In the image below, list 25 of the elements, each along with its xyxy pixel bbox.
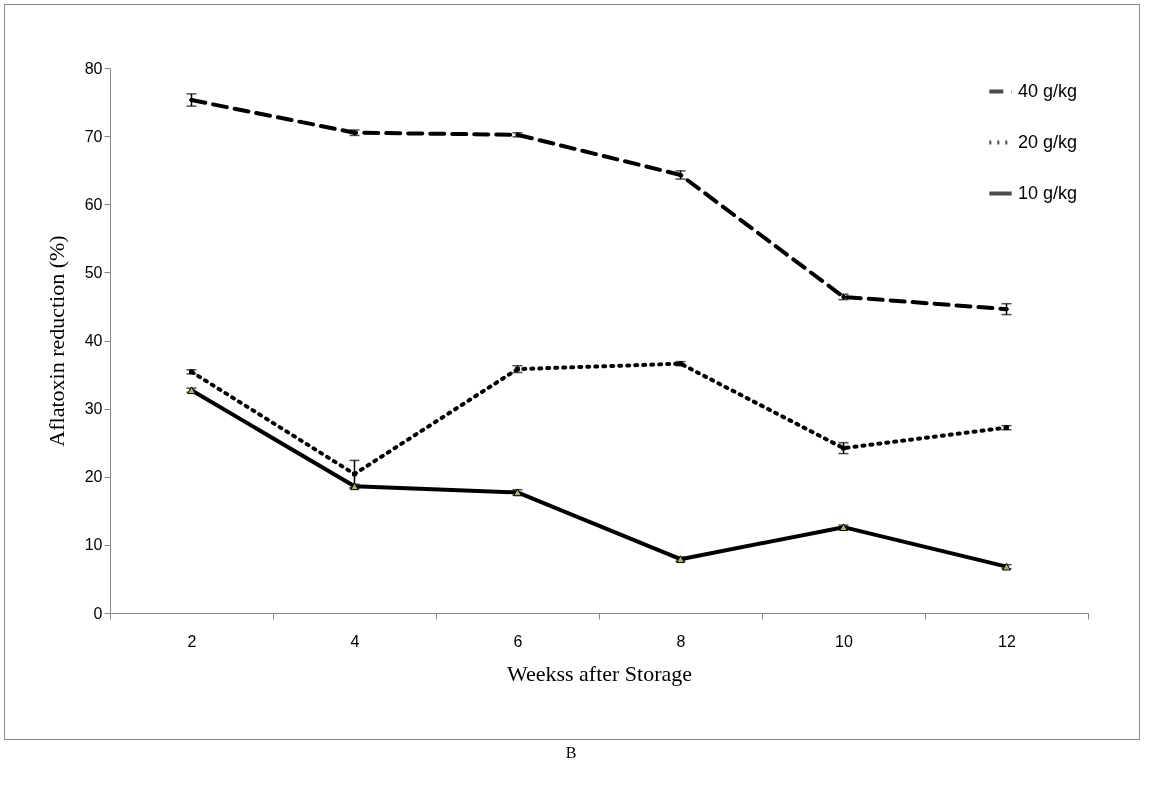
x-tick-label: 2 bbox=[187, 632, 197, 650]
y-axis-title: Aflatoxin reduction (%) bbox=[43, 235, 69, 447]
y-tick-label: 40 bbox=[84, 332, 103, 349]
point bbox=[352, 471, 357, 477]
y-tick-label: 10 bbox=[84, 536, 103, 554]
y-tick-label: 0 bbox=[93, 604, 103, 622]
y-tick-label: 30 bbox=[84, 400, 103, 418]
point bbox=[1004, 306, 1009, 312]
legend-label: 40 g/kg bbox=[1018, 80, 1078, 101]
point bbox=[189, 97, 194, 103]
x-tick-label: 8 bbox=[676, 632, 686, 650]
x-axis-title: Weekss after Storage bbox=[506, 660, 693, 686]
x-tick-label: 12 bbox=[998, 632, 1016, 650]
x-tick-label: 10 bbox=[835, 632, 853, 650]
x-tick-label: 6 bbox=[513, 632, 523, 650]
legend-label: 20 g/kg bbox=[1018, 131, 1078, 152]
y-tick-label: 60 bbox=[84, 195, 103, 213]
y-tick-label: 50 bbox=[84, 263, 103, 281]
y-tick-label: 20 bbox=[84, 468, 103, 486]
legend-label: 10 g/kg bbox=[1018, 182, 1078, 203]
y-tick-label: 70 bbox=[84, 127, 103, 145]
point bbox=[841, 445, 846, 451]
y-tick-label: 80 bbox=[84, 59, 103, 77]
x-tick-label: 4 bbox=[350, 632, 360, 650]
text: B bbox=[564, 744, 578, 762]
